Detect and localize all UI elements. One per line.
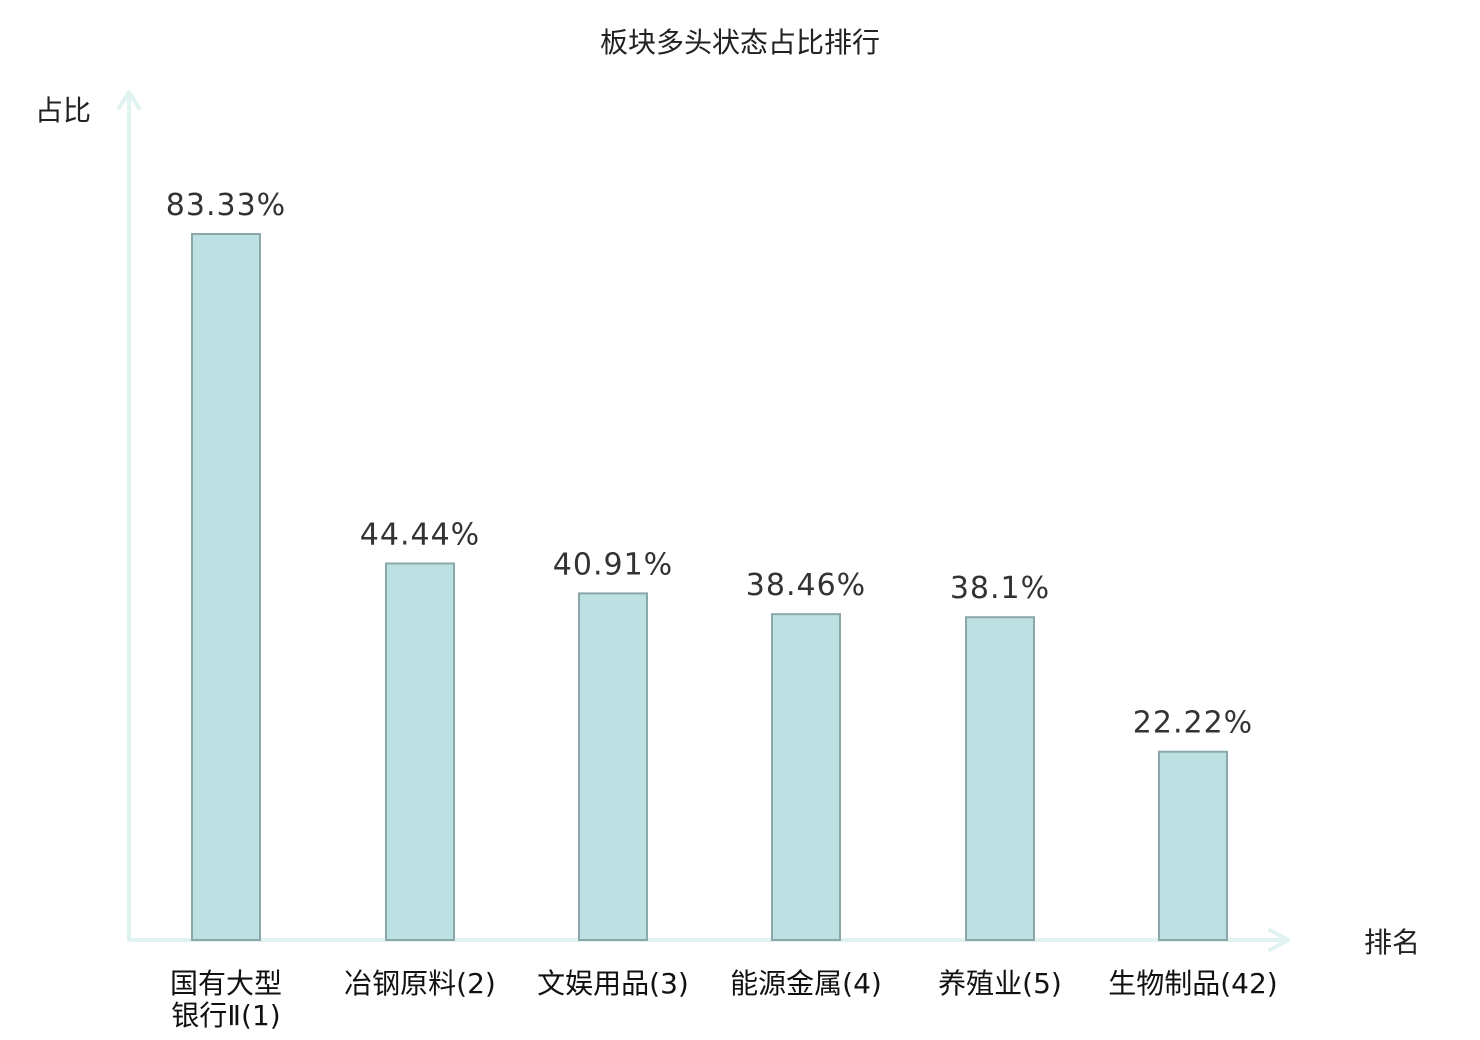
- bar-value-label: 38.46%: [746, 568, 866, 603]
- bar-value-label: 83.33%: [166, 188, 286, 223]
- bar: [191, 233, 261, 941]
- bar-value-label: 22.22%: [1133, 706, 1253, 741]
- y-axis-arrow: [117, 90, 141, 110]
- value-labels-group: 83.33% 44.44% 40.91% 38.46% 38.1% 22.22%: [166, 188, 1253, 741]
- bar: [385, 562, 455, 941]
- x-tick-label: 银行Ⅱ(1): [171, 999, 280, 1032]
- x-axis: [127, 928, 1290, 952]
- bars-group: [191, 233, 1228, 942]
- bar: [771, 613, 841, 942]
- x-tick-label: 生物制品(42): [1108, 967, 1277, 1000]
- x-tick-label: 文娱用品(3): [537, 967, 689, 1000]
- x-axis-arrow: [1268, 928, 1290, 952]
- bar: [578, 592, 648, 941]
- x-tick-label: 养殖业(5): [938, 967, 1062, 1000]
- x-tick-label: 国有大型: [170, 967, 282, 1000]
- bar: [965, 616, 1035, 942]
- x-tick-label: 冶钢原料(2): [344, 967, 496, 1000]
- y-axis-label: 占比: [35, 94, 91, 127]
- x-axis-label: 排名: [1364, 926, 1420, 959]
- y-axis: [117, 90, 141, 942]
- bar: [1158, 750, 1228, 941]
- x-tick-label: 能源金属(4): [730, 967, 882, 1000]
- chart-title: 板块多头状态占比排行: [600, 26, 880, 59]
- bar-value-label: 40.91%: [553, 547, 673, 582]
- bar-value-label: 38.1%: [950, 571, 1050, 606]
- bar-value-label: 44.44%: [360, 517, 480, 552]
